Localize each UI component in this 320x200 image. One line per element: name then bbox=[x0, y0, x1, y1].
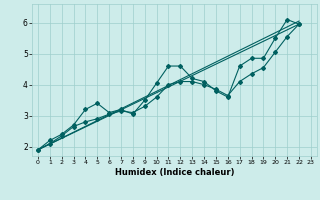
X-axis label: Humidex (Indice chaleur): Humidex (Indice chaleur) bbox=[115, 168, 234, 177]
